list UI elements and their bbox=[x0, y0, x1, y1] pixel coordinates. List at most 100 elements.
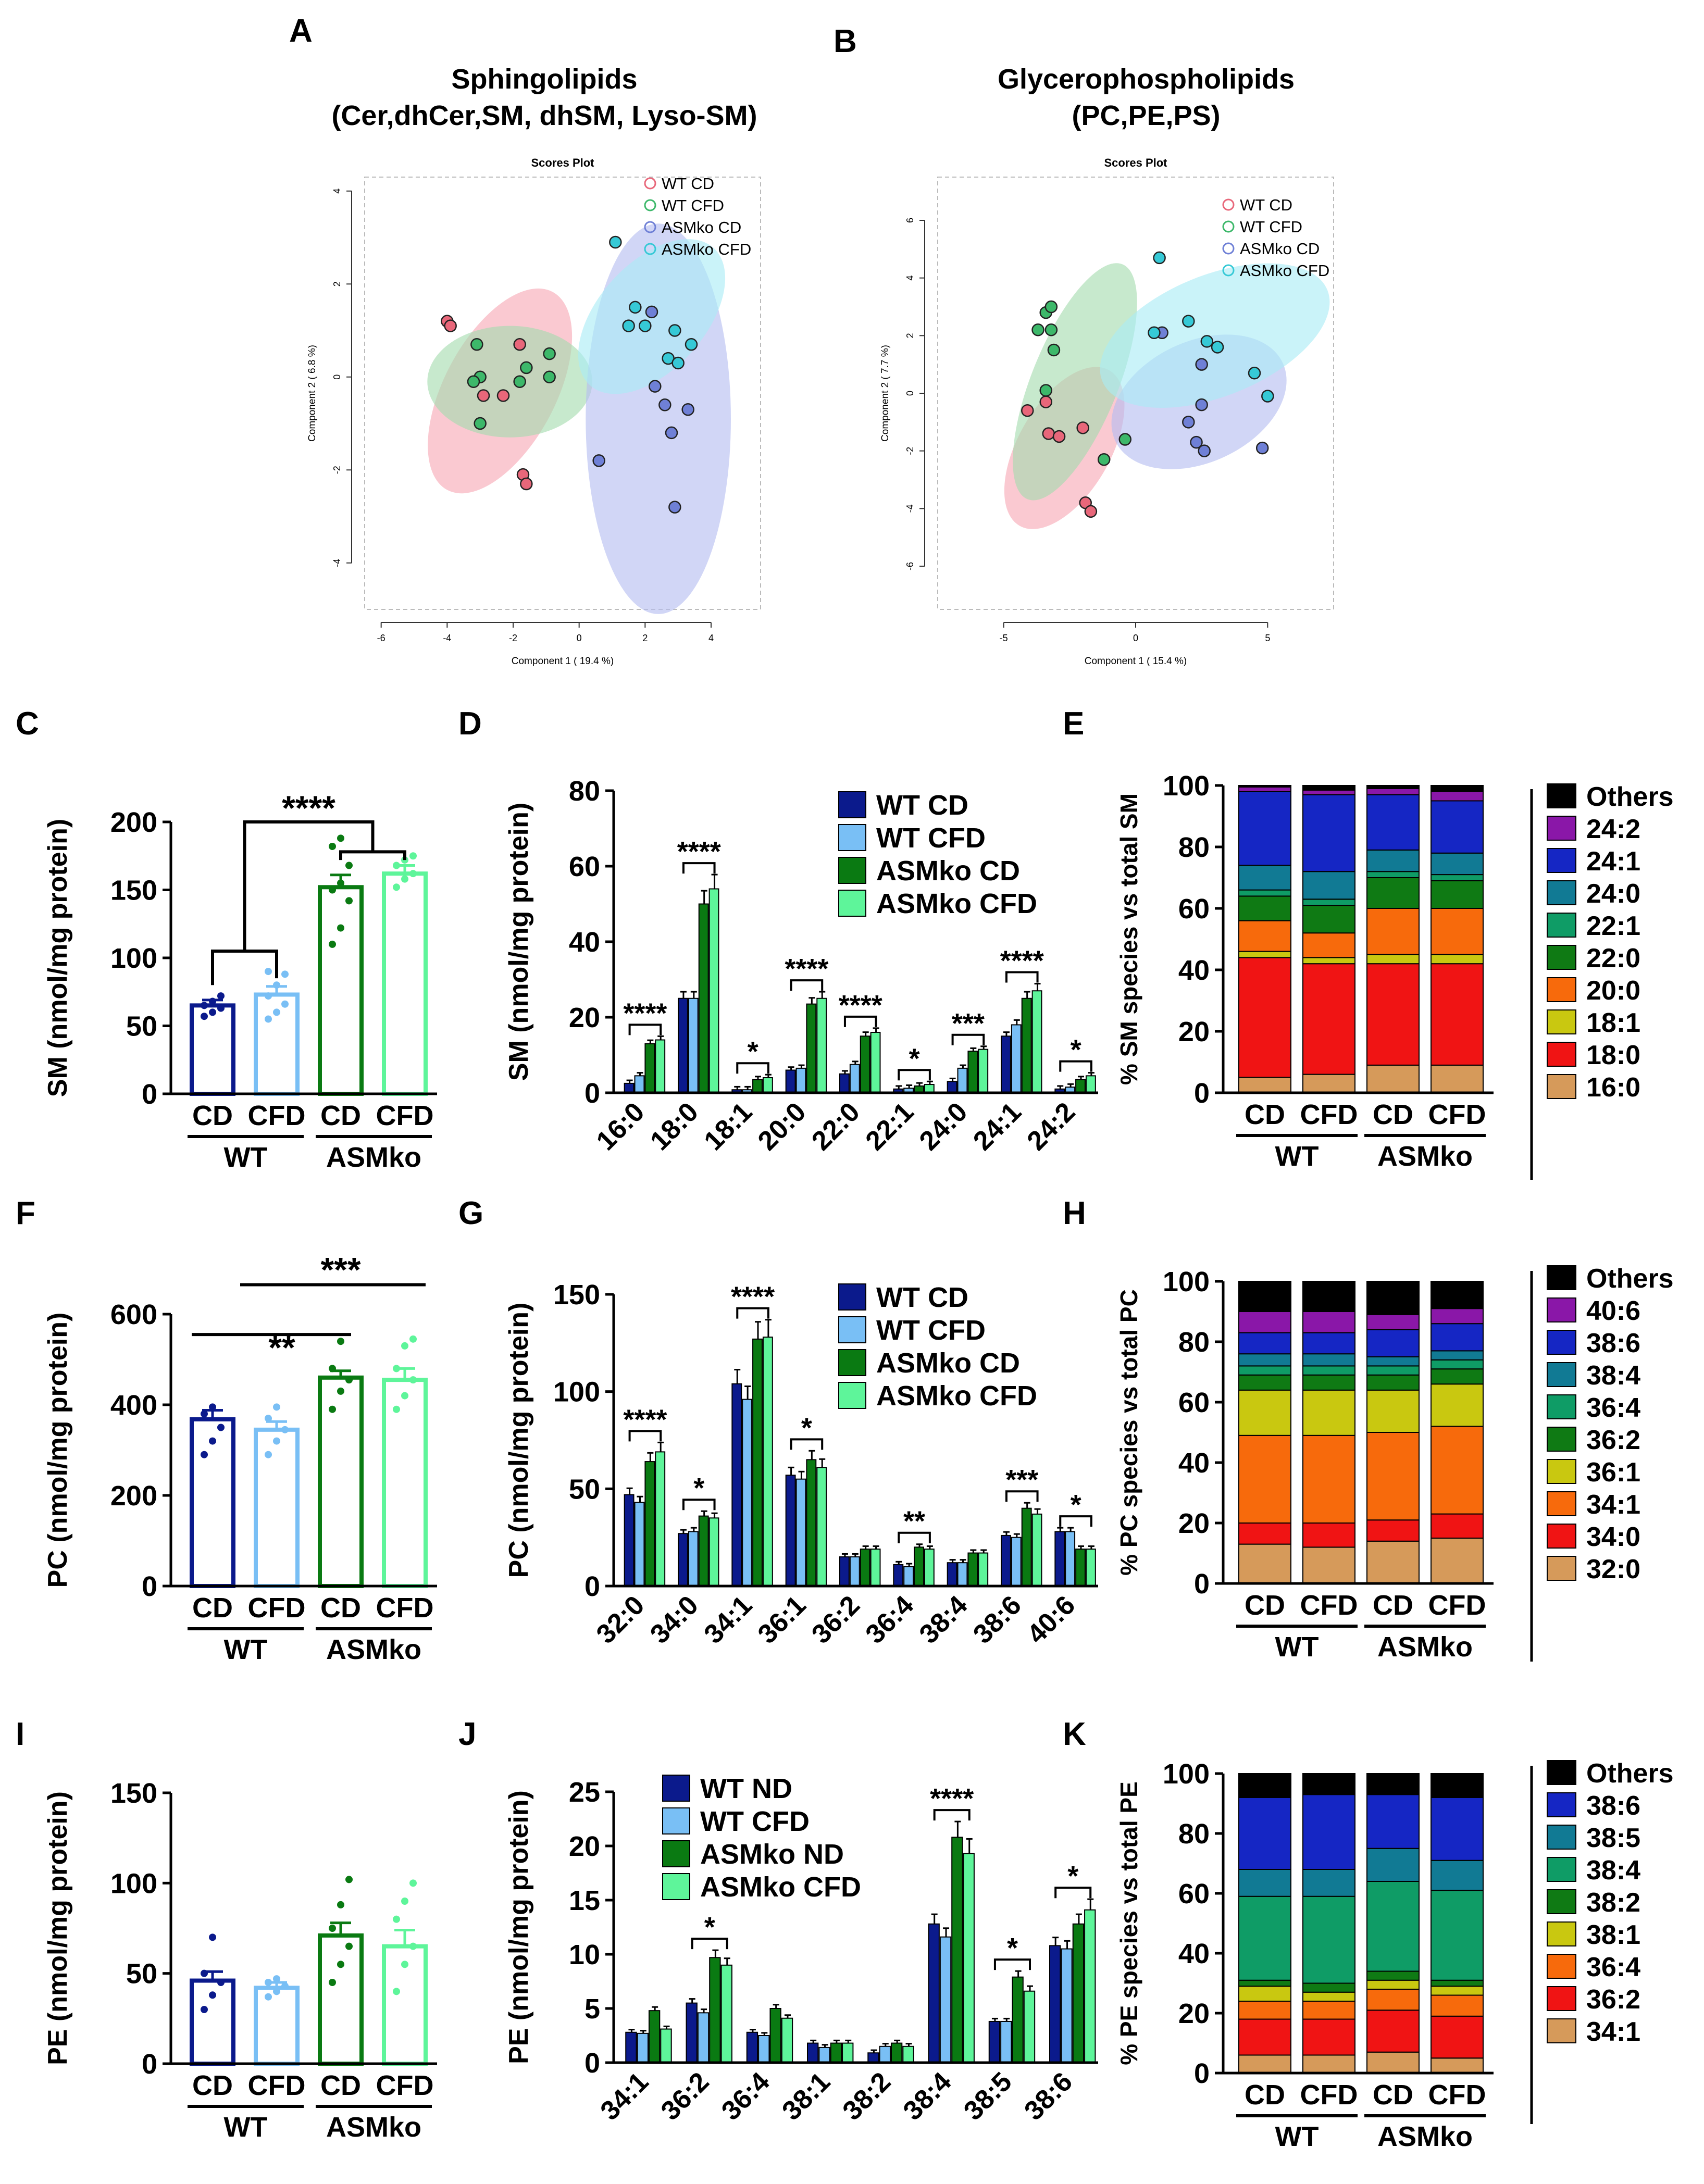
bar bbox=[624, 1494, 635, 1587]
legend-label: WT CD bbox=[1240, 196, 1292, 214]
group-label: ASMko bbox=[1377, 1141, 1473, 1172]
x-tick-label: 4 bbox=[708, 633, 714, 643]
data-point bbox=[337, 1961, 344, 1968]
legend-swatch bbox=[1547, 783, 1576, 808]
legend-swatch bbox=[1547, 1074, 1576, 1099]
data-point bbox=[209, 1403, 216, 1411]
score-point bbox=[470, 338, 483, 351]
data-point bbox=[329, 1405, 336, 1413]
y-tick-label: 2 bbox=[905, 333, 915, 338]
y-tick-label: 2 bbox=[332, 281, 342, 286]
plot-frame bbox=[937, 177, 1334, 610]
panel-letter-d: D bbox=[458, 706, 482, 742]
group-label: ASMko bbox=[326, 1142, 421, 1173]
stack-segment bbox=[1238, 889, 1291, 897]
stack-segment bbox=[1238, 791, 1291, 866]
y-axis-label: PC (nmol/mg protein) bbox=[504, 1303, 534, 1578]
stack-segment bbox=[1302, 785, 1355, 791]
panel-letter-i: I bbox=[16, 1716, 24, 1752]
category-label: CD bbox=[1373, 1099, 1413, 1130]
pca-plot-sphingolipids: Scores Plot -6 -4 -2 0 2 4 -4 -2 0 2 4 Component 1 (… bbox=[307, 156, 761, 667]
y-tick-label: -2 bbox=[905, 447, 915, 455]
score-point bbox=[681, 403, 694, 416]
legend-label: 38:2 bbox=[1586, 1888, 1640, 1918]
legend-label: 16:0 bbox=[1586, 1072, 1640, 1103]
legend-label: ASMko CD bbox=[662, 218, 741, 236]
pc-species-bar-chart: 050100150****32:0*34:0****34:1*36:136:2*… bbox=[504, 1279, 1098, 1650]
category-label: 38:6 bbox=[967, 1590, 1027, 1650]
significance-label: * bbox=[1071, 1034, 1081, 1066]
legend-label: WT CFD bbox=[876, 822, 986, 854]
panel-b-title-line2: (PC,PE,PS) bbox=[1072, 100, 1220, 131]
significance-bracket bbox=[1059, 1060, 1092, 1072]
y-tick-label: 80 bbox=[569, 776, 600, 807]
data-point bbox=[265, 1415, 272, 1422]
legend-label: ASMko CFD bbox=[700, 1871, 861, 1903]
score-point bbox=[665, 426, 678, 440]
category-label: CD bbox=[1245, 1590, 1285, 1621]
significance-label: ** bbox=[268, 1328, 295, 1367]
data-point bbox=[401, 1898, 408, 1905]
category-label: CFD bbox=[248, 1100, 306, 1131]
bar bbox=[382, 1378, 428, 1588]
stack-segment bbox=[1431, 1426, 1484, 1515]
y-tick-label: 60 bbox=[1178, 1387, 1210, 1418]
significance-label: **** bbox=[930, 1783, 974, 1814]
stack-segment bbox=[1302, 1332, 1355, 1355]
significance-bracket bbox=[933, 1809, 971, 1821]
y-tick-label: 0 bbox=[584, 2048, 600, 2079]
data-point bbox=[209, 1991, 216, 1999]
legend-swatch bbox=[1547, 1394, 1576, 1419]
data-point bbox=[217, 1004, 225, 1012]
stack-segment bbox=[1366, 849, 1420, 872]
y-tick-label: 0 bbox=[142, 2049, 157, 2080]
bar bbox=[795, 1067, 806, 1093]
y-tick-label: 60 bbox=[1178, 893, 1210, 925]
bar bbox=[1011, 1024, 1022, 1093]
y-tick-label: 25 bbox=[569, 1777, 600, 1808]
bar bbox=[816, 1467, 827, 1587]
category-label: CD bbox=[1245, 1099, 1285, 1130]
bar bbox=[924, 1549, 935, 1587]
data-point bbox=[329, 886, 336, 894]
bar bbox=[655, 1039, 666, 1093]
category-label: CFD bbox=[1300, 1590, 1358, 1621]
score-point bbox=[668, 501, 681, 514]
legend-swatch bbox=[1547, 1427, 1576, 1452]
y-tick-label: 200 bbox=[110, 807, 157, 838]
group-label: WT bbox=[224, 2112, 268, 2143]
data-point bbox=[265, 1979, 272, 1986]
legend-swatch bbox=[838, 1349, 866, 1376]
data-point bbox=[409, 1879, 417, 1887]
score-point bbox=[1118, 433, 1131, 446]
score-point bbox=[1153, 251, 1166, 265]
stack-segment bbox=[1366, 1773, 1420, 1795]
x-tick-label: 5 bbox=[1265, 633, 1270, 643]
pca-title: Scores Plot bbox=[1104, 156, 1167, 169]
score-point bbox=[496, 389, 510, 402]
stack-segment bbox=[1238, 1332, 1291, 1355]
bar bbox=[967, 1552, 978, 1587]
significance-bracket bbox=[790, 979, 824, 991]
stack-segment bbox=[1366, 794, 1420, 851]
y-tick-label: 20 bbox=[1178, 1998, 1210, 2029]
x-tick-label: 2 bbox=[642, 633, 648, 643]
legend-label: 34:1 bbox=[1586, 2017, 1640, 2047]
significance-label: **** bbox=[785, 953, 828, 984]
category-label: 34:1 bbox=[595, 2066, 655, 2126]
score-point bbox=[1261, 390, 1274, 403]
bar bbox=[762, 1337, 773, 1587]
legend-swatch bbox=[1547, 1954, 1576, 1979]
legend-swatch bbox=[1547, 1297, 1576, 1322]
stack-segment bbox=[1431, 852, 1484, 876]
stack-segment bbox=[1238, 2054, 1291, 2074]
bar bbox=[914, 1546, 924, 1587]
category-label: CFD bbox=[376, 1100, 434, 1131]
stack-segment bbox=[1431, 2015, 1484, 2059]
stack-segment bbox=[1238, 1895, 1291, 1981]
legend-label: 22:0 bbox=[1586, 943, 1640, 974]
stack-segment bbox=[1431, 1986, 1484, 1996]
data-point bbox=[201, 1013, 208, 1020]
legend-marker bbox=[644, 221, 656, 233]
stack-segment bbox=[1302, 1353, 1355, 1367]
